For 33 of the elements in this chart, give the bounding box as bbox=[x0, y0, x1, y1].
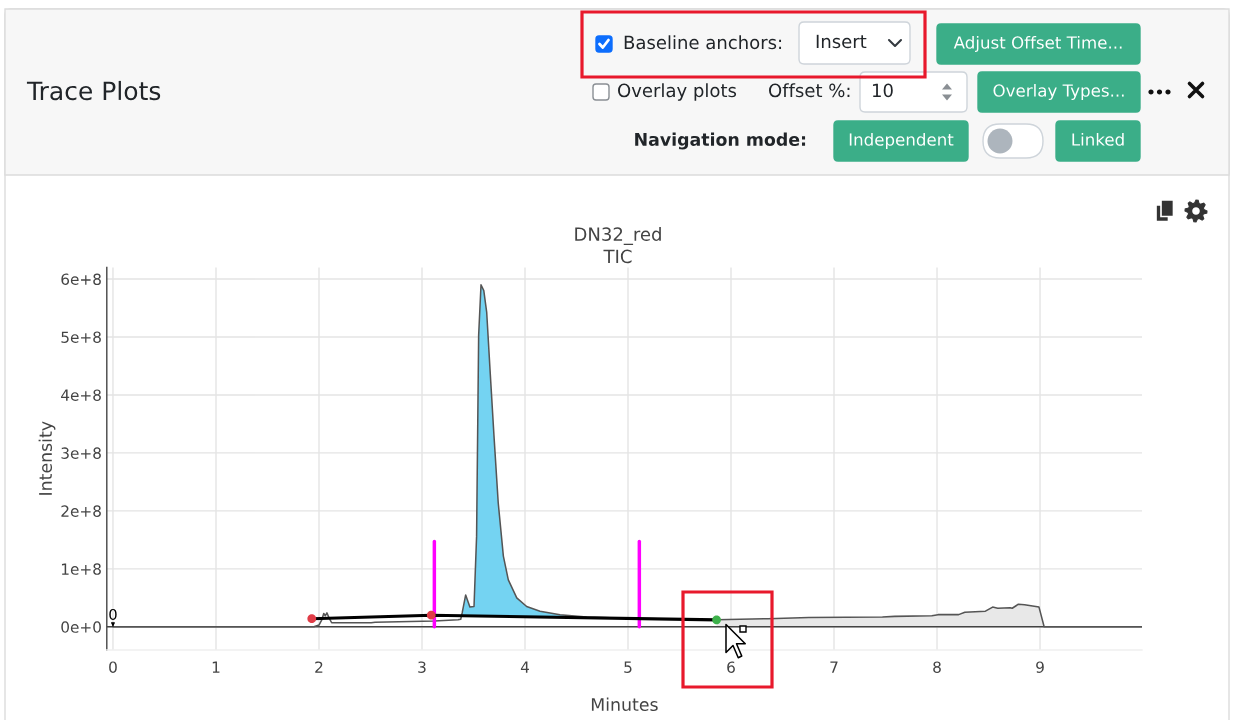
chart-subtitle: TIC bbox=[603, 249, 632, 264]
text: Overlay Types... bbox=[993, 83, 1124, 101]
text: Linked bbox=[1072, 132, 1124, 146]
x-tick-label: 5 bbox=[624, 661, 632, 673]
x-tick-label: 6 bbox=[727, 661, 735, 673]
y-tick-label: 2e+8 bbox=[61, 505, 101, 517]
x-tick-label: 1 bbox=[212, 661, 220, 673]
y-tick-label: 6e+8 bbox=[61, 273, 101, 286]
x-tick-label: 9 bbox=[1036, 661, 1044, 673]
text: Offset %: bbox=[769, 83, 850, 98]
annotation: 0 bbox=[109, 608, 117, 620]
x-tick-label: 4 bbox=[520, 661, 529, 673]
text: 10 bbox=[872, 83, 893, 98]
x-tick-label: 3 bbox=[418, 661, 426, 673]
x-tick-label: 2 bbox=[315, 661, 323, 673]
text: Insert bbox=[816, 34, 867, 49]
y-tick-label: 5e+8 bbox=[61, 331, 101, 343]
y-tick-label: 1e+8 bbox=[61, 563, 101, 575]
text: Baseline anchors: bbox=[624, 35, 782, 50]
x-tick-label: 7 bbox=[830, 661, 838, 673]
x-tick-label: 0 bbox=[109, 661, 117, 673]
text: Adjust Offset Time... bbox=[953, 35, 1122, 53]
text: Navigation mode: bbox=[635, 132, 806, 150]
text: Trace Plots bbox=[26, 80, 161, 101]
x-axis-title: Minutes bbox=[591, 697, 658, 712]
y-tick-label: 0e+0 bbox=[61, 621, 101, 633]
y-tick-label: 3e+8 bbox=[61, 447, 101, 459]
y-tick-label: 4e+8 bbox=[61, 389, 101, 401]
chart-title: DN32_red bbox=[575, 227, 661, 245]
text: Independent bbox=[849, 132, 954, 150]
text: Overlay plots bbox=[618, 83, 737, 101]
y-axis-title: Intensity bbox=[38, 421, 56, 495]
x-tick-label: 8 bbox=[933, 661, 941, 673]
